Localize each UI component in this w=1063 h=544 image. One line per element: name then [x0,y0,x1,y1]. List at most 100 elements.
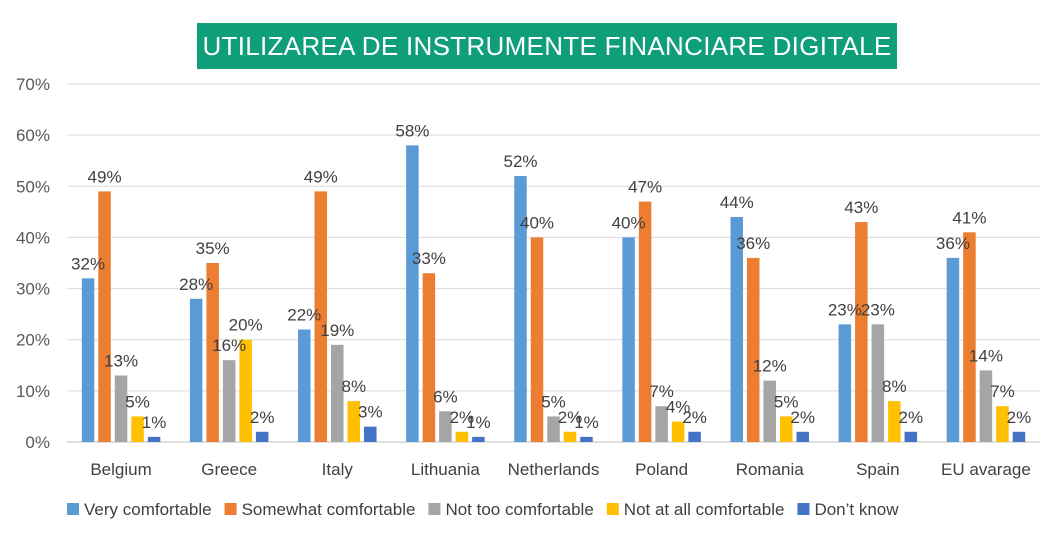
data-label: 12% [753,357,787,376]
bar [796,431,809,442]
legend-label: Not too comfortable [445,500,593,519]
bar [547,416,560,442]
data-label: 14% [969,346,1003,365]
legend-swatch [428,503,441,515]
y-tick-label: 30% [16,280,50,299]
bar [688,431,701,442]
y-tick-label: 70% [16,75,50,94]
legend-item: Very comfortable [67,500,212,519]
data-label: 5% [125,392,150,411]
bar [655,406,668,442]
bar [422,273,436,442]
bar [298,329,311,442]
data-label: 44% [720,193,754,212]
data-label: 23% [861,300,895,319]
data-label: 35% [196,239,230,258]
chart-title: UTILIZAREA DE INSTRUMENTE FINANCIARE DIG… [202,30,892,61]
bar [996,406,1009,442]
data-label: 3% [358,403,383,422]
data-label: 52% [503,152,537,171]
data-label: 5% [774,392,799,411]
bar [239,339,252,442]
legend-swatch [606,503,619,515]
data-labels: 32% 28% 22% 58% 52% 40% 44% 23% 36% 49% 35% 49% 33% 4… [71,121,1031,432]
data-label: 8% [341,377,366,396]
data-label: 19% [320,321,354,340]
x-tick-label: Italy [322,460,354,479]
x-tick-label: Netherlands [508,460,600,479]
data-label: 36% [936,234,970,253]
legend-label: Don’t know [814,500,899,519]
data-label: 1% [466,413,491,432]
x-tick-label: EU avarage [941,460,1031,479]
bar [904,431,918,442]
bar [98,191,111,442]
bar [530,237,544,442]
legend-label: Somewhat comfortable [242,500,416,519]
bar [314,191,328,442]
x-tick-label: Lithuania [411,460,481,479]
data-label: 40% [520,213,554,232]
legend-item: Not too comfortable [428,500,594,519]
bar [147,436,161,442]
bar [472,436,485,442]
data-label: 2% [1007,408,1032,427]
bar [514,176,527,443]
bar [963,232,976,442]
legend-item: Don’t know [797,500,899,519]
data-label: 8% [882,377,907,396]
data-label: 6% [433,387,458,406]
chart-title-box: UTILIZAREA DE INSTRUMENTE FINANCIARE DIG… [197,23,897,69]
data-label: 7% [649,382,674,401]
bar [331,344,344,442]
bar [671,421,685,442]
bar [222,360,236,442]
data-label: 2% [558,408,583,427]
bar [455,431,469,442]
data-label: 33% [412,249,446,268]
data-label: 47% [628,178,662,197]
bar [730,216,743,442]
bar [622,237,635,442]
bar [81,278,95,442]
data-label: 1% [142,413,167,432]
bar [871,324,885,442]
x-tick-label: Spain [856,460,899,479]
data-label: 23% [828,300,862,319]
data-label: 5% [541,392,566,411]
bar [838,324,852,442]
data-label: 2% [682,408,707,427]
x-tick-label: Belgium [90,460,151,479]
data-label: 13% [104,352,138,371]
bar [779,416,793,442]
legend-swatch [67,503,79,515]
data-label: 20% [229,316,263,335]
data-label: 2% [899,408,924,427]
legend-swatch [797,503,810,515]
legend-label: Not at all comfortable [624,500,785,519]
legend-swatch [224,503,237,515]
bar [855,222,868,442]
y-tick-label: 20% [16,331,50,350]
legend: Very comfortable Somewhat comfortable Not … [67,500,899,519]
y-tick-label: 60% [16,126,50,145]
bars [81,145,1026,443]
data-label: 7% [990,382,1015,401]
bar [439,411,452,442]
data-label: 58% [395,121,429,140]
bar [580,436,593,442]
data-label: 32% [71,254,105,273]
bar [888,401,901,442]
data-label: 2% [250,408,275,427]
bar [638,201,652,442]
bar [364,426,377,442]
data-label: 28% [179,275,213,294]
data-label: 49% [88,167,122,186]
data-label: 36% [736,234,770,253]
bar [979,370,993,442]
data-label: 22% [287,305,321,324]
data-label: 40% [612,213,646,232]
y-axis-ticks: 0% 10% 20% 30% 40% 50% 60% 70% [16,75,50,452]
y-tick-label: 0% [25,433,50,452]
